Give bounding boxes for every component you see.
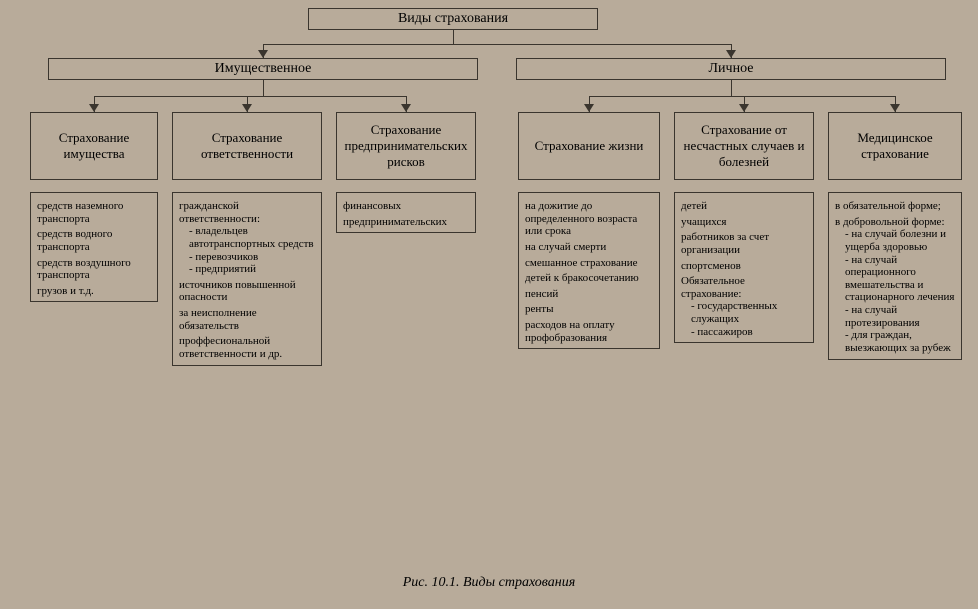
category-items: на дожитие до определенного возраста или… bbox=[518, 192, 660, 349]
level2-label: Имущественное bbox=[215, 61, 312, 77]
list-item: работников за счет организации bbox=[681, 231, 807, 256]
category-header: Страхование от несчастных случаев и боле… bbox=[674, 112, 814, 180]
list-item: в обязательной форме; bbox=[835, 200, 955, 213]
category-header-label: Страхование от несчастных случаев и боле… bbox=[679, 122, 809, 170]
category-header-label: Страхование жизни bbox=[535, 138, 644, 154]
category-header: Страхование ответственности bbox=[172, 112, 322, 180]
list-item: грузов и т.д. bbox=[37, 285, 151, 298]
list-item: средств наземного транспорта bbox=[37, 200, 151, 225]
list-item: за неисполнение обязательств bbox=[179, 307, 315, 332]
list-item: на случай смерти bbox=[525, 241, 653, 254]
list-item: - перевозчиков bbox=[179, 251, 315, 264]
category-items: средств наземного транспорта средств водн… bbox=[30, 192, 158, 302]
category-header: Страхование имущества bbox=[30, 112, 158, 180]
level2-label: Личное bbox=[709, 61, 754, 77]
list-item: - на случай бо­лезни и ущер­ба здоровью bbox=[835, 228, 955, 253]
level2-node-property: Имущественное bbox=[48, 58, 478, 80]
list-item: - на случай протезирования bbox=[835, 304, 955, 329]
list-item: гражданской ответственности: bbox=[179, 200, 315, 225]
list-item: средств водного транспорта bbox=[37, 228, 151, 253]
category-header-label: Страхование предпринима­тельских рисков bbox=[341, 122, 471, 170]
category-header: Страхование предпринима­тельских рисков bbox=[336, 112, 476, 180]
category-header: Страхование жизни bbox=[518, 112, 660, 180]
list-item: на дожитие до определенного возраста или… bbox=[525, 200, 653, 238]
list-item: - на случай операционного вмешательства … bbox=[835, 254, 955, 305]
list-item: средств воздушно­го транспорта bbox=[37, 257, 151, 282]
category-items: в обязательной форме; в добровольной форм… bbox=[828, 192, 962, 360]
list-item: - предприятий bbox=[179, 263, 315, 276]
category-items: детей учащихся работников за счет организа… bbox=[674, 192, 814, 343]
list-item: финансовых bbox=[343, 200, 469, 213]
category-items: гражданской ответственности:- владельцев… bbox=[172, 192, 322, 366]
list-item: источников повышенной опасности bbox=[179, 279, 315, 304]
list-item: Обязательное страхование: bbox=[681, 275, 807, 300]
list-item: - пассажиров bbox=[681, 326, 807, 339]
category-items: финансовых предпринима­тельских bbox=[336, 192, 476, 233]
list-item: учащихся bbox=[681, 216, 807, 229]
list-item: спортсменов bbox=[681, 260, 807, 273]
list-item: проффесиональ­ной ответствен­ности и др. bbox=[179, 335, 315, 360]
list-item: смешанное страхование bbox=[525, 257, 653, 270]
root-label: Виды страхования bbox=[398, 11, 508, 27]
category-header: Медицинское страхование bbox=[828, 112, 962, 180]
list-item: - государствен­ных служащих bbox=[681, 300, 807, 325]
list-item: в добровольной форме: bbox=[835, 216, 955, 229]
list-item: - владельцев автотранспорт­ных средств bbox=[179, 225, 315, 250]
level2-node-personal: Личное bbox=[516, 58, 946, 80]
category-header-label: Медицинское страхование bbox=[833, 130, 957, 162]
list-item: расходов на оплату профобразования bbox=[525, 319, 653, 344]
root-node: Виды страхования bbox=[308, 8, 598, 30]
list-item: предпринима­тельских bbox=[343, 216, 469, 229]
list-item: пенсий bbox=[525, 288, 653, 301]
category-header-label: Страхование имущества bbox=[35, 130, 153, 162]
category-header-label: Страхование ответственности bbox=[177, 130, 317, 162]
list-item: детей к брако­сочетанию bbox=[525, 272, 653, 285]
list-item: - для граждан, выезжающих за рубеж bbox=[835, 329, 955, 354]
list-item: ренты bbox=[525, 303, 653, 316]
list-item: детей bbox=[681, 200, 807, 213]
figure-caption: Рис. 10.1. Виды страхования bbox=[0, 575, 978, 591]
